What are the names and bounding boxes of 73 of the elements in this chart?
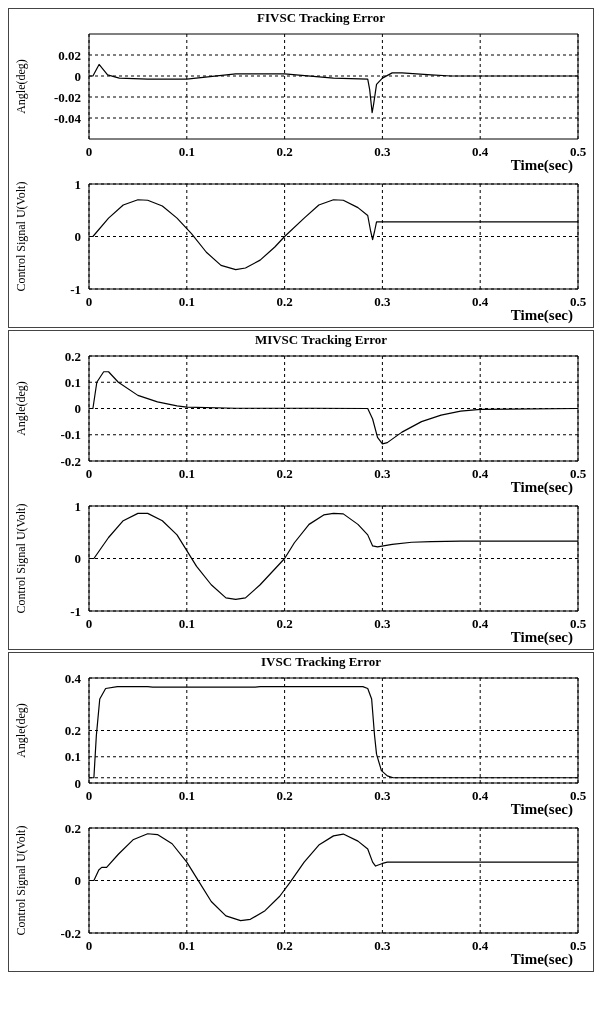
y-axis-title: Control Signal U(Volt) bbox=[14, 503, 29, 614]
y-tick-label: -0.02 bbox=[53, 89, 81, 105]
y-axis-title: Control Signal U(Volt) bbox=[14, 825, 29, 936]
x-tick-label: 0.5 bbox=[569, 144, 587, 160]
chart-title: MIVSC Tracking Error bbox=[253, 332, 389, 347]
y-tick-label: 0 bbox=[74, 775, 81, 791]
x-tick-label: 0.2 bbox=[276, 938, 293, 954]
x-axis-title: Time(sec) bbox=[510, 629, 573, 646]
x-tick-label: 0.1 bbox=[178, 144, 195, 160]
x-tick-label: 0.1 bbox=[178, 616, 195, 632]
x-tick-label: 0.4 bbox=[472, 466, 489, 482]
y-tick-label: 0 bbox=[74, 551, 81, 567]
y-axis-title: Angle(deg) bbox=[14, 703, 29, 758]
x-tick-label: 0 bbox=[85, 144, 93, 160]
chart-title: IVSC Tracking Error bbox=[260, 654, 382, 669]
y-axis-title: Control Signal U(Volt) bbox=[14, 181, 29, 292]
x-tick-label: 0.3 bbox=[374, 144, 392, 160]
y-tick-label: -0.1 bbox=[60, 427, 81, 443]
y-tick-label: -0.2 bbox=[60, 925, 81, 941]
x-axis-title: Time(sec) bbox=[510, 307, 573, 324]
y-tick-label: 1 bbox=[74, 176, 81, 192]
x-tick-label: 0.4 bbox=[472, 938, 489, 954]
y-tick-label: 0.2 bbox=[64, 723, 81, 739]
x-tick-label: 0.3 bbox=[374, 788, 392, 804]
y-tick-label: 0 bbox=[74, 873, 81, 889]
y-tick-label: 0.2 bbox=[64, 820, 81, 836]
x-tick-label: 0.2 bbox=[276, 294, 293, 310]
y-axis-title: Angle(deg) bbox=[14, 381, 29, 436]
x-axis-title: Time(sec) bbox=[510, 951, 573, 968]
x-tick-label: 0.3 bbox=[374, 616, 392, 632]
x-tick-label: 0.4 bbox=[472, 788, 489, 804]
x-tick-label: 0.3 bbox=[374, 294, 392, 310]
x-tick-label: 0.2 bbox=[276, 788, 293, 804]
x-tick-label: 0.5 bbox=[569, 938, 587, 954]
x-tick-label: 0.4 bbox=[472, 294, 489, 310]
x-tick-label: 0 bbox=[85, 938, 93, 954]
chart-title: FIVSC Tracking Error bbox=[256, 10, 386, 25]
x-tick-label: 0.2 bbox=[276, 144, 293, 160]
y-tick-label: 0.1 bbox=[64, 374, 81, 390]
y-tick-label: -1 bbox=[70, 603, 81, 619]
y-axis-title: Angle(deg) bbox=[14, 59, 29, 114]
x-tick-label: 0.2 bbox=[276, 616, 293, 632]
y-tick-label: 0 bbox=[74, 401, 81, 417]
x-tick-label: 0.1 bbox=[178, 294, 195, 310]
x-axis-title: Time(sec) bbox=[510, 479, 573, 496]
x-tick-label: 0 bbox=[85, 294, 93, 310]
x-tick-label: 0.5 bbox=[569, 466, 587, 482]
y-tick-label: 0.4 bbox=[64, 670, 82, 686]
x-tick-label: 0.1 bbox=[178, 466, 195, 482]
x-tick-label: 0.2 bbox=[276, 466, 293, 482]
x-axis-title: Time(sec) bbox=[510, 157, 573, 174]
x-tick-label: 0.4 bbox=[472, 616, 489, 632]
x-tick-label: 0.1 bbox=[178, 938, 195, 954]
x-tick-label: 0 bbox=[85, 788, 93, 804]
y-tick-label: 0.1 bbox=[64, 749, 81, 765]
y-tick-label: -0.04 bbox=[53, 110, 82, 126]
y-tick-label: 0.02 bbox=[58, 47, 81, 63]
x-tick-label: 0.5 bbox=[569, 616, 587, 632]
x-axis-title: Time(sec) bbox=[510, 801, 573, 818]
y-tick-label: 0.2 bbox=[64, 348, 81, 364]
x-tick-label: 0.1 bbox=[178, 788, 195, 804]
y-tick-label: 0 bbox=[74, 229, 81, 245]
x-tick-label: 0.5 bbox=[569, 788, 587, 804]
x-tick-label: 0 bbox=[85, 616, 93, 632]
x-tick-label: 0.5 bbox=[569, 294, 587, 310]
y-tick-label: 0 bbox=[74, 68, 81, 84]
x-tick-label: 0.3 bbox=[374, 938, 392, 954]
x-tick-label: 0.3 bbox=[374, 466, 392, 482]
y-tick-label: -1 bbox=[70, 281, 81, 297]
x-tick-label: 0 bbox=[85, 466, 93, 482]
y-tick-label: -0.2 bbox=[60, 453, 81, 469]
y-tick-label: 1 bbox=[74, 498, 81, 514]
x-tick-label: 0.4 bbox=[472, 144, 489, 160]
